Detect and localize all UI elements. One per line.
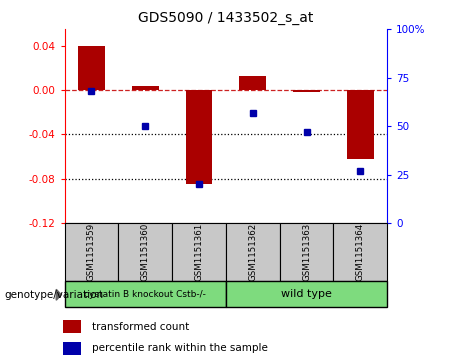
Bar — [226, 223, 280, 281]
Bar — [333, 223, 387, 281]
Bar — [78, 46, 105, 90]
Bar — [65, 223, 118, 281]
Text: GSM1151364: GSM1151364 — [356, 223, 365, 281]
Bar — [63, 320, 81, 333]
Polygon shape — [56, 289, 61, 300]
Bar — [63, 342, 81, 355]
Text: cystatin B knockout Cstb-/-: cystatin B knockout Cstb-/- — [84, 290, 206, 298]
Bar — [280, 223, 333, 281]
Bar — [118, 223, 172, 281]
Text: GSM1151360: GSM1151360 — [141, 223, 150, 281]
Bar — [65, 281, 226, 307]
Bar — [293, 90, 320, 92]
Title: GDS5090 / 1433502_s_at: GDS5090 / 1433502_s_at — [138, 11, 313, 25]
Bar — [185, 90, 213, 184]
Bar — [172, 223, 226, 281]
Text: GSM1151361: GSM1151361 — [195, 223, 203, 281]
Bar — [347, 90, 374, 159]
Bar — [132, 86, 159, 90]
Bar — [239, 76, 266, 90]
Text: percentile rank within the sample: percentile rank within the sample — [92, 343, 268, 354]
Text: GSM1151359: GSM1151359 — [87, 223, 96, 281]
Bar — [226, 281, 387, 307]
Text: transformed count: transformed count — [92, 322, 189, 332]
Text: wild type: wild type — [281, 289, 332, 299]
Text: GSM1151363: GSM1151363 — [302, 223, 311, 281]
Text: GSM1151362: GSM1151362 — [248, 223, 257, 281]
Text: genotype/variation: genotype/variation — [5, 290, 104, 300]
